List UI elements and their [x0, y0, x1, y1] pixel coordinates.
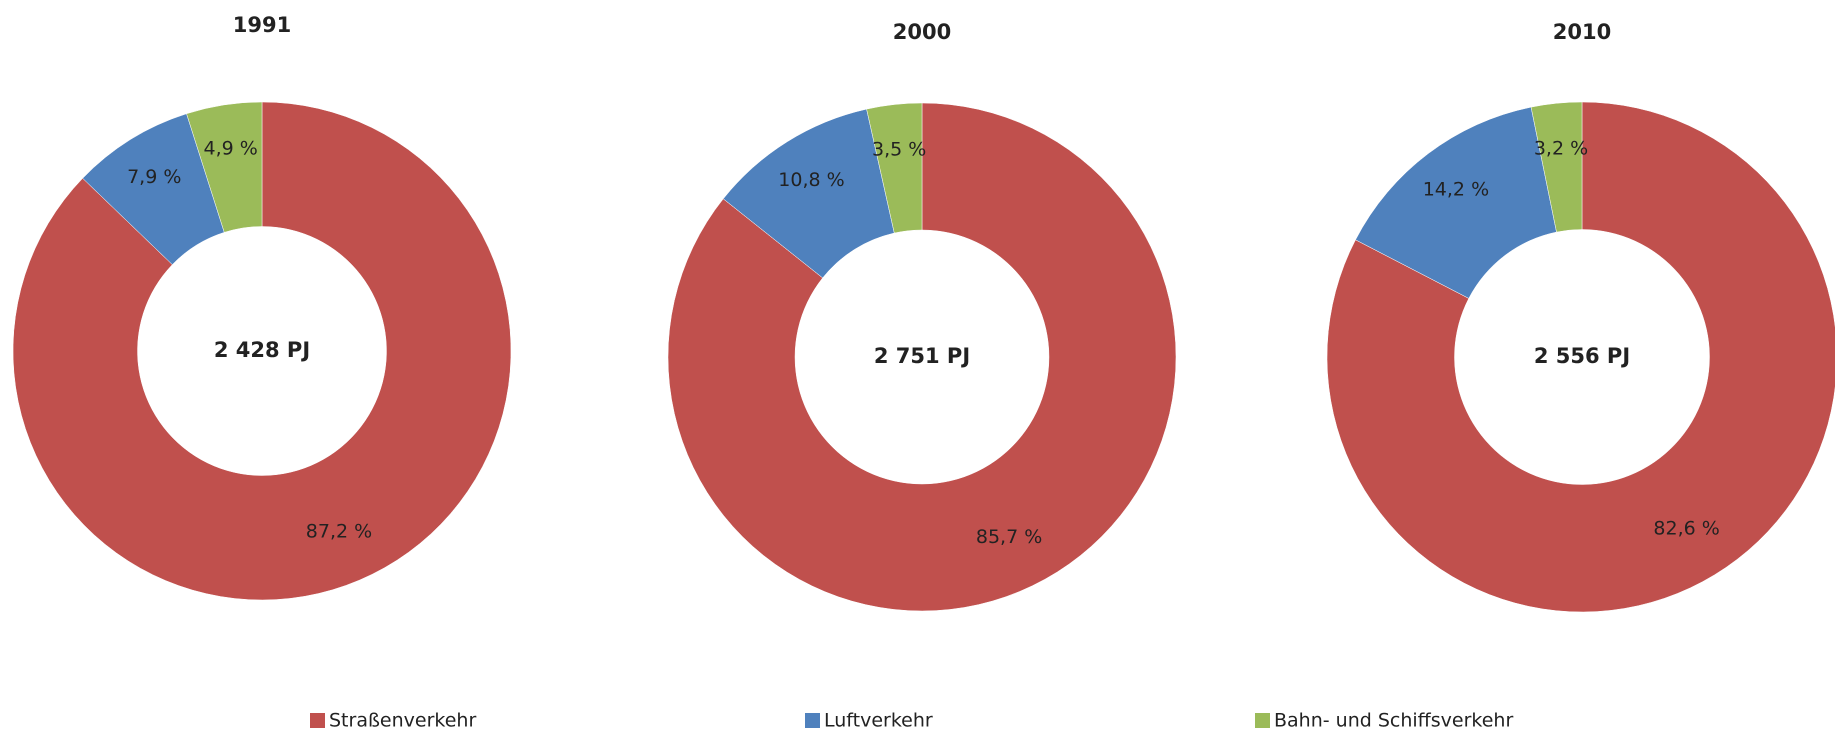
donut-slice — [12, 101, 512, 601]
legend-swatch — [805, 713, 820, 728]
legend-label: Straßenverkehr — [329, 710, 476, 732]
center-label: 2 428 PJ — [214, 338, 310, 362]
donut-slice — [1355, 106, 1557, 299]
data-label: 14,2 % — [1423, 179, 1489, 201]
data-label: 85,7 % — [976, 526, 1042, 548]
data-label: 3,5 % — [872, 138, 926, 160]
chart-title: 1991 — [233, 13, 291, 37]
data-label: 87,2 % — [306, 521, 372, 543]
data-label: 10,8 % — [778, 169, 844, 191]
legend-label: Bahn- und Schiffsverkehr — [1274, 710, 1513, 732]
legend-swatch — [310, 713, 325, 728]
data-label: 4,9 % — [204, 138, 258, 160]
legend-label: Luftverkehr — [824, 710, 933, 732]
donut-slice — [1326, 101, 1835, 613]
donut-slice — [866, 102, 923, 234]
data-label: 3,2 % — [1534, 137, 1588, 159]
data-label: 82,6 % — [1653, 517, 1719, 539]
center-label: 2 556 PJ — [1534, 344, 1630, 368]
chart-title: 2000 — [893, 20, 951, 44]
donut-slice — [667, 102, 1177, 612]
legend-swatch — [1255, 713, 1270, 728]
chart-title: 2010 — [1553, 20, 1611, 44]
center-label: 2 751 PJ — [874, 344, 970, 368]
donut-slice — [186, 101, 263, 233]
data-label: 7,9 % — [127, 166, 181, 188]
donut-slice — [1530, 101, 1583, 233]
